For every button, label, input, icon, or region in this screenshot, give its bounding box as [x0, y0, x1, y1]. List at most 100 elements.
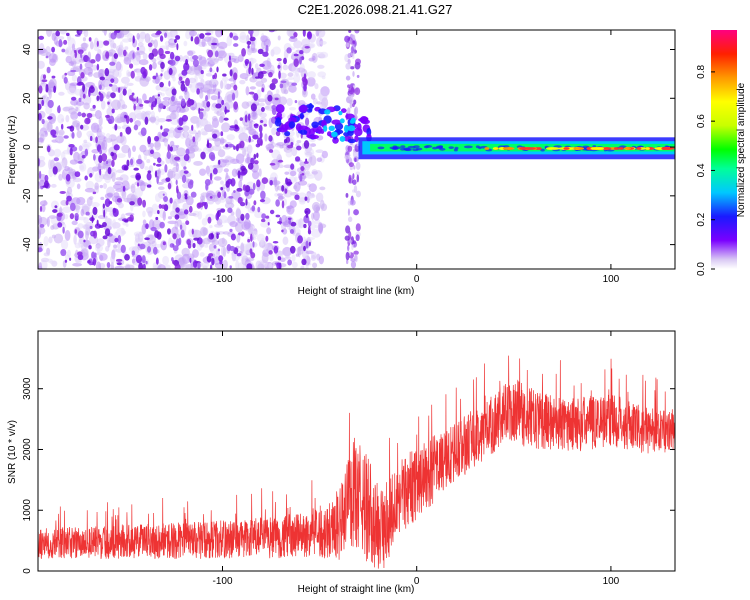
spectrogram-cell — [195, 82, 205, 91]
spectrogram-cell — [439, 147, 446, 151]
spectrogram-cell — [293, 40, 303, 49]
spectrogram-cell — [244, 77, 248, 81]
spectrogram-cell — [265, 105, 270, 110]
spectrogram-cell — [123, 121, 127, 126]
spectrogram-cell — [199, 252, 205, 257]
spectrogram-cell — [210, 95, 218, 101]
spectrogram-cell — [230, 58, 237, 63]
spectrogram-cell — [157, 210, 160, 215]
spectrogram-cell — [284, 188, 288, 194]
spectrogram-cell — [271, 149, 281, 160]
spectrogram-cell — [88, 57, 91, 63]
spectrogram-cell — [204, 124, 214, 133]
spectrogram-cell — [314, 83, 319, 90]
spectrogram-cell — [126, 193, 137, 204]
spectrogram-cell — [248, 135, 251, 143]
spectrogram-cell — [233, 101, 239, 110]
spectrogram-cell — [105, 160, 109, 165]
spectrogram-cell — [167, 144, 171, 152]
spectrogram-cell — [80, 51, 83, 59]
spectrogram-cell — [288, 117, 298, 123]
spectrogram-cell — [207, 216, 212, 224]
spectrogram-cell — [50, 183, 57, 188]
spectrogram-cell — [272, 46, 282, 55]
spectrogram-cell — [293, 53, 299, 57]
spectrogram-cell — [200, 69, 204, 75]
spectrogram-cell — [227, 178, 233, 185]
spectrogram-cell — [223, 117, 229, 121]
spectrogram-cell — [77, 223, 84, 229]
spectrogram-cell — [289, 107, 297, 111]
spectrogram-cell — [356, 174, 360, 183]
spectrogram-cell — [276, 221, 283, 224]
spectrogram-cell — [54, 205, 58, 209]
spectrogram-cell — [160, 61, 165, 70]
spectrogram-cell — [83, 139, 88, 144]
spectrogram-cell — [144, 166, 149, 171]
spectrogram-cell — [168, 39, 179, 43]
spectrogram-cell — [168, 42, 177, 48]
spectrogram-cell — [265, 215, 270, 219]
spectrogram-cell — [146, 159, 151, 164]
spectrogram-cell — [247, 238, 251, 243]
spectrogram-cell — [233, 84, 238, 91]
spectrogram-cell — [50, 129, 57, 136]
spectrogram-cell — [92, 191, 97, 195]
spectrogram-cell — [236, 187, 243, 192]
spectrogram-cell — [47, 99, 54, 109]
spectrogram-cell — [68, 61, 75, 66]
spectrogram-cell — [120, 244, 126, 254]
spectrogram-cell — [174, 55, 181, 62]
spectrogram-cell — [318, 40, 327, 45]
spectrogram-cell — [188, 151, 196, 159]
spectrogram-cell — [86, 130, 94, 138]
spectrogram-cell — [312, 262, 318, 269]
spectrogram-cell — [183, 40, 188, 47]
spectrogram-cell — [49, 260, 56, 265]
spectrogram-cell — [154, 140, 161, 151]
spectrogram-cell — [85, 230, 89, 240]
spectrogram-cell — [221, 99, 225, 106]
spectrogram-cell — [183, 170, 189, 174]
spectrogram-cell — [83, 224, 92, 230]
spectrogram-cell — [38, 60, 45, 69]
spectrogram-cell — [182, 202, 190, 211]
spectrogram-cell — [276, 57, 282, 62]
spectrogram-cell — [613, 147, 619, 150]
spectrogram-cell — [348, 174, 352, 184]
spectrogram-cell — [131, 92, 135, 96]
spectrogram-cell — [271, 104, 277, 111]
spectrogram-cell — [304, 45, 310, 49]
spectrogram-cell — [148, 52, 154, 60]
spectrogram-cell — [301, 172, 305, 176]
spectrogram-cell — [259, 63, 265, 68]
spectrogram-cell — [53, 148, 62, 158]
spectrogram-cell — [117, 87, 121, 93]
spectrogram-cell — [303, 140, 310, 149]
spectrogram-cell — [99, 254, 104, 262]
spectrogram-cell — [304, 117, 310, 126]
spectrogram-cell — [165, 177, 171, 182]
spectrogram-cell — [93, 230, 98, 239]
spectrogram-cell — [183, 209, 189, 215]
spectrogram-cell — [100, 196, 105, 201]
spectrogram-cell — [545, 147, 554, 150]
spectrogram-cell — [355, 58, 361, 65]
spectrogram-cell — [352, 34, 356, 41]
spectrogram-cell — [110, 151, 115, 157]
spectrogram-cell — [316, 101, 322, 105]
spectrogram-cell — [328, 125, 335, 131]
spectrogram-cell — [168, 80, 171, 87]
spectrogram-cell — [209, 172, 213, 181]
spectrogram-cell — [254, 210, 264, 219]
spectrogram-cell — [84, 175, 88, 181]
spectrogram-cell — [189, 257, 192, 263]
spectrogram-cell — [299, 112, 304, 120]
spectrogram-cell — [217, 41, 228, 50]
spectrogram-cell — [108, 107, 112, 112]
spectrogram-cell — [196, 202, 202, 209]
spectrogram-cell — [345, 251, 350, 261]
spectrogram-cell — [219, 260, 223, 265]
spectrogram-cell — [216, 110, 222, 116]
